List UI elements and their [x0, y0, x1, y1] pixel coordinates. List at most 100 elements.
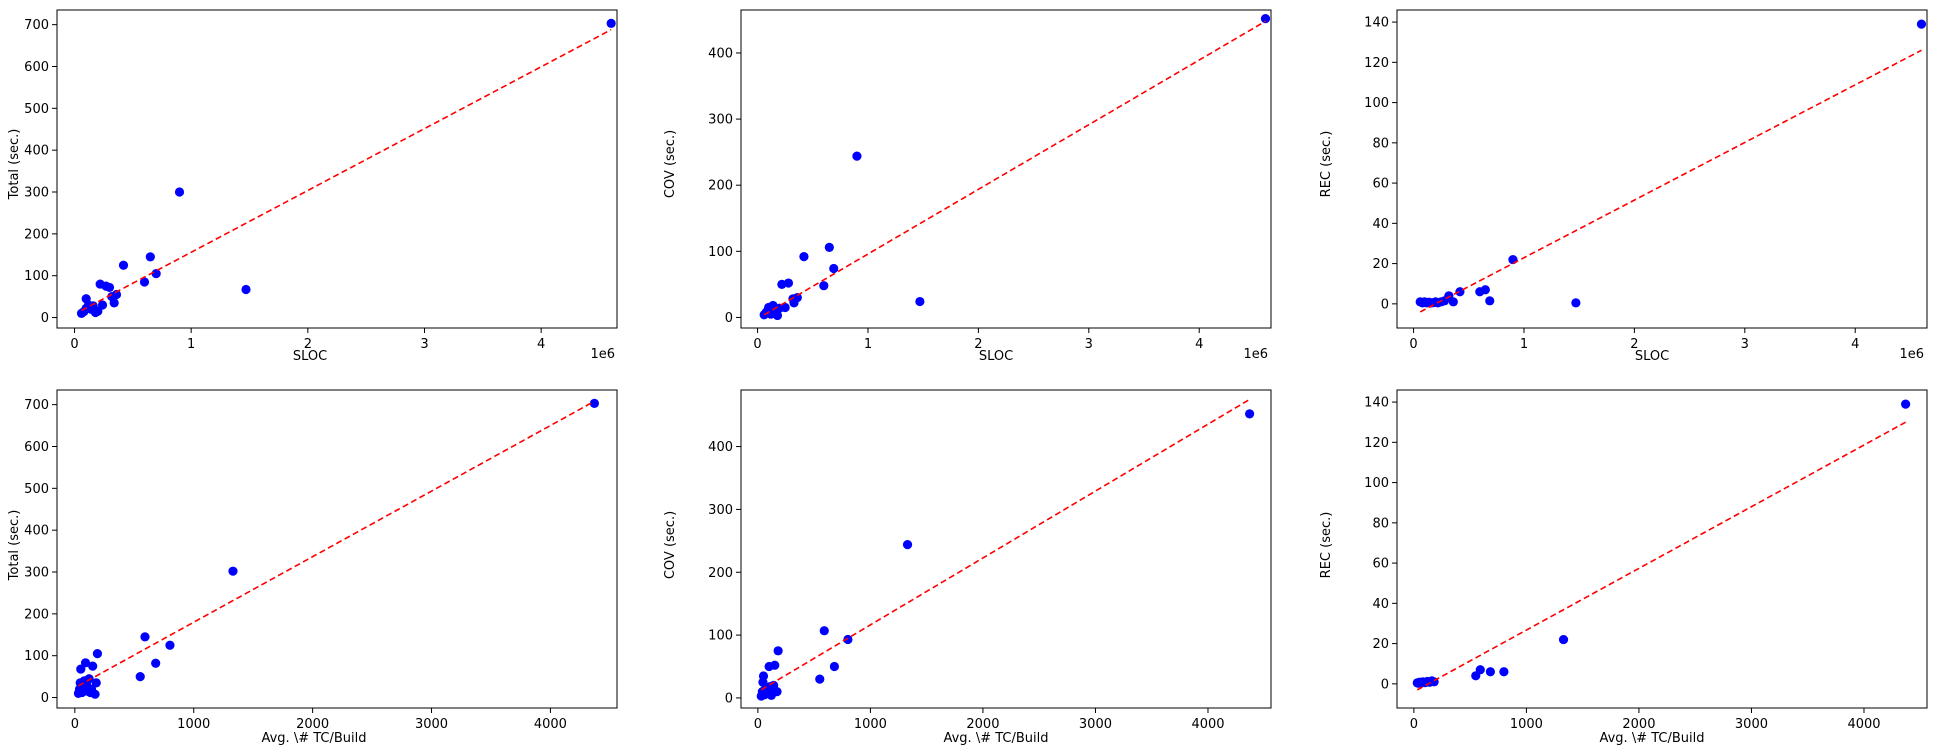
- x-tick-label: 1000: [1510, 717, 1543, 732]
- x-axis-label: SLOC: [979, 349, 1013, 364]
- y-tick-label: 300: [708, 503, 733, 518]
- data-point: [1558, 634, 1569, 645]
- fit-line: [81, 28, 612, 312]
- y-tick-label: 100: [708, 629, 733, 644]
- y-tick-label: 100: [1364, 96, 1389, 111]
- y-tick-label: 60: [1372, 557, 1389, 572]
- data-point: [852, 151, 862, 161]
- plot-frame: [740, 9, 1272, 329]
- plot-frame: [56, 389, 618, 709]
- data-point: [1448, 297, 1458, 307]
- data-point: [1916, 19, 1927, 29]
- data-point: [589, 398, 600, 408]
- y-tick-label: 140: [1364, 16, 1389, 31]
- data-point: [135, 672, 145, 682]
- x-tick-label: 4: [1195, 337, 1203, 352]
- data-point: [780, 302, 790, 313]
- data-point: [241, 284, 251, 295]
- data-point: [92, 649, 103, 659]
- x-tick-label: 2000: [966, 717, 999, 732]
- x-tick-label: 4000: [1191, 717, 1224, 732]
- chart-panel-sloc-cov: 0 100 200 300 400 0 1 2 3 4 SLOC COV (sec.) 1e6: [663, 9, 1272, 364]
- data-point: [1455, 287, 1465, 297]
- data-point: [80, 658, 91, 668]
- y-tick-label: 100: [24, 269, 49, 284]
- data-point: [1260, 13, 1271, 24]
- data-point: [90, 689, 100, 699]
- data-point: [1485, 667, 1495, 677]
- y-tick-label: 60: [1372, 177, 1389, 192]
- plot-frame: [740, 389, 1272, 709]
- data-point: [902, 540, 913, 550]
- y-tick-label: 500: [24, 102, 49, 117]
- y-tick-label: 0: [1381, 297, 1389, 312]
- data-point: [1245, 409, 1255, 419]
- y-axis-label: Total (sec.): [7, 129, 22, 201]
- y-tick-label: 100: [1364, 476, 1389, 491]
- y-tick-label: 80: [1372, 136, 1389, 151]
- y-tick-label: 100: [708, 245, 733, 260]
- data-point: [165, 640, 175, 650]
- x-axis-label: Avg. \# TC/Build: [1599, 731, 1704, 746]
- data-point: [139, 277, 150, 287]
- x-axis-label: Avg. \# TC/Build: [261, 731, 366, 746]
- y-tick-label: 500: [24, 482, 49, 497]
- data-point: [145, 252, 155, 262]
- data-point: [76, 664, 86, 674]
- x-tick-label: 3000: [415, 717, 448, 732]
- y-tick-label: 300: [24, 186, 49, 201]
- chart-panel-sloc-total: 0 100 200 300 400 500 600 700 0 1 2 3 4 SLOC Total (…: [7, 9, 618, 364]
- x-tick-label: 0: [70, 337, 78, 352]
- x-tick-label: 3: [1741, 337, 1749, 352]
- fit-line: [1416, 421, 1907, 691]
- data-point: [799, 251, 809, 262]
- y-tick-label: 400: [708, 440, 733, 455]
- data-point: [1475, 665, 1485, 675]
- plot-frame: [1396, 9, 1928, 329]
- data-point: [773, 646, 783, 656]
- data-point: [770, 660, 780, 670]
- data-point: [140, 632, 150, 642]
- y-tick-label: 20: [1372, 257, 1389, 272]
- y-axis-label: REC (sec.): [1319, 512, 1334, 579]
- data-point: [829, 661, 839, 672]
- y-tick-label: 120: [1364, 56, 1389, 71]
- x-axis-label: Avg. \# TC/Build: [943, 731, 1048, 746]
- x-tick-label: 3: [420, 337, 428, 352]
- x-tick-label: 3000: [1079, 717, 1112, 732]
- y-axis-label: REC (sec.): [1319, 131, 1334, 198]
- y-tick-label: 400: [24, 144, 49, 159]
- y-tick-label: 140: [1364, 396, 1389, 411]
- x-tick-label: 2: [1630, 337, 1638, 352]
- x-tick-label: 1: [1520, 337, 1528, 352]
- y-axis-label: COV (sec.): [663, 130, 678, 198]
- y-tick-label: 0: [41, 311, 49, 326]
- x-tick-label: 1: [187, 337, 195, 352]
- data-point: [151, 658, 161, 668]
- data-point: [1499, 667, 1509, 677]
- x-offset-label: 1e6: [1243, 347, 1268, 362]
- x-axis-label: SLOC: [1635, 349, 1669, 364]
- data-point: [758, 671, 769, 681]
- x-tick-label: 4000: [534, 717, 567, 732]
- x-tick-label: 2: [974, 337, 982, 352]
- y-tick-label: 600: [24, 60, 49, 75]
- data-point: [772, 687, 782, 697]
- data-point: [819, 281, 829, 291]
- y-tick-label: 200: [708, 179, 733, 194]
- data-point: [151, 269, 161, 279]
- data-point: [97, 300, 108, 310]
- data-point: [792, 292, 802, 303]
- y-tick-label: 400: [24, 524, 49, 539]
- data-point: [824, 242, 834, 252]
- y-tick-label: 700: [24, 18, 49, 33]
- data-point: [1485, 296, 1495, 306]
- y-tick-label: 600: [24, 440, 49, 455]
- data-point: [118, 260, 129, 270]
- y-tick-label: 300: [24, 566, 49, 581]
- data-point: [815, 674, 825, 684]
- fit-line: [763, 20, 1266, 316]
- y-tick-label: 200: [708, 566, 733, 581]
